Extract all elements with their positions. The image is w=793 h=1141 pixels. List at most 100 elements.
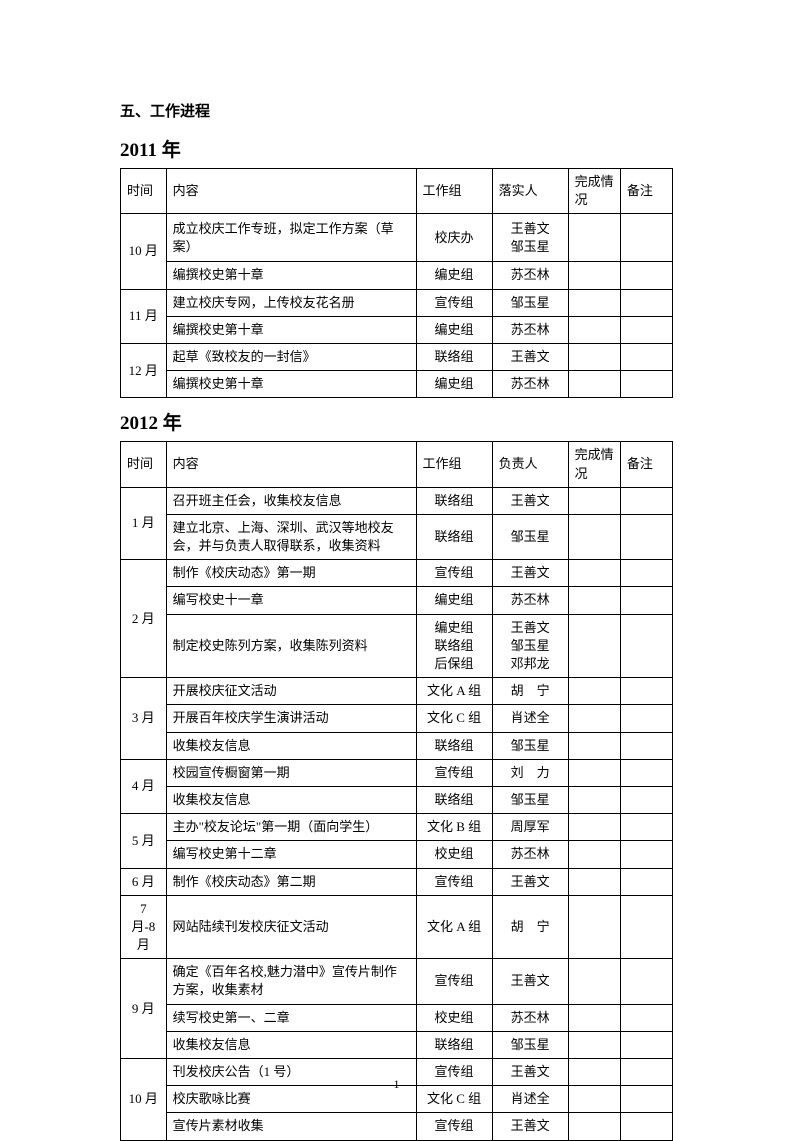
cell-note (620, 514, 672, 559)
cell-group: 编史组 (416, 371, 492, 398)
cell-group: 校史组 (416, 1004, 492, 1031)
cell-content: 宣传片素材收集 (166, 1113, 416, 1140)
cell-group: 编史组 (416, 316, 492, 343)
table-row: 编写校史第十二章校史组苏丕林 (121, 841, 673, 868)
cell-note (620, 1113, 672, 1140)
cell-group: 文化 B 组 (416, 814, 492, 841)
header-status: 完成情况 (568, 169, 620, 214)
cell-person: 王善文 (492, 1113, 568, 1140)
header-group: 工作组 (416, 442, 492, 487)
cell-content: 开展校庆征文活动 (166, 678, 416, 705)
cell-status (568, 1004, 620, 1031)
cell-time: 2 月 (121, 560, 167, 678)
table-row: 编写校史十一章编史组苏丕林 (121, 587, 673, 614)
cell-content: 续写校史第一、二章 (166, 1004, 416, 1031)
cell-person: 王善文邹玉星 (492, 214, 568, 262)
year-title-2012: 2012 年 (120, 408, 673, 435)
cell-content: 召开班主任会，收集校友信息 (166, 487, 416, 514)
cell-time: 7 月-8 月 (121, 895, 167, 959)
header-group: 工作组 (416, 169, 492, 214)
cell-person: 刘 力 (492, 759, 568, 786)
cell-content: 收集校友信息 (166, 732, 416, 759)
cell-content: 建立北京、上海、深圳、武汉等地校友会，并与负责人取得联系，收集资料 (166, 514, 416, 559)
cell-status (568, 895, 620, 959)
cell-content: 编写校史第十二章 (166, 841, 416, 868)
cell-status (568, 560, 620, 587)
cell-content: 编撰校史第十章 (166, 316, 416, 343)
table-body: 1 月召开班主任会，收集校友信息联络组王善文建立北京、上海、深圳、武汉等地校友会… (121, 487, 673, 1140)
header-person: 落实人 (492, 169, 568, 214)
cell-person: 王善文邹玉星邓邦龙 (492, 614, 568, 678)
cell-person: 王善文 (492, 487, 568, 514)
cell-group: 宣传组 (416, 289, 492, 316)
cell-note (620, 959, 672, 1004)
cell-time: 9 月 (121, 959, 167, 1059)
cell-time: 5 月 (121, 814, 167, 868)
cell-note (620, 371, 672, 398)
cell-status (568, 759, 620, 786)
cell-content: 制作《校庆动态》第二期 (166, 868, 416, 895)
cell-note (620, 1004, 672, 1031)
cell-person: 胡 宁 (492, 678, 568, 705)
cell-time: 12 月 (121, 343, 167, 397)
cell-person: 邹玉星 (492, 289, 568, 316)
header-content: 内容 (166, 442, 416, 487)
table-row: 编撰校史第十章编史组苏丕林 (121, 262, 673, 289)
cell-group: 文化 A 组 (416, 895, 492, 959)
cell-content: 校园宣传橱窗第一期 (166, 759, 416, 786)
table-row: 10 月成立校庆工作专班，拟定工作方案（草案）校庆办王善文邹玉星 (121, 214, 673, 262)
table-row: 12 月起草《致校友的一封信》联络组王善文 (121, 343, 673, 370)
cell-group: 宣传组 (416, 560, 492, 587)
cell-person: 苏丕林 (492, 587, 568, 614)
cell-content: 编撰校史第十章 (166, 262, 416, 289)
cell-group: 宣传组 (416, 759, 492, 786)
cell-time: 10 月 (121, 1059, 167, 1141)
cell-person: 肖述全 (492, 705, 568, 732)
cell-person: 苏丕林 (492, 262, 568, 289)
table-row: 编撰校史第十章编史组苏丕林 (121, 371, 673, 398)
cell-time: 6 月 (121, 868, 167, 895)
cell-person: 邹玉星 (492, 514, 568, 559)
cell-note (620, 487, 672, 514)
table-row: 收集校友信息联络组邹玉星 (121, 786, 673, 813)
header-time: 时间 (121, 442, 167, 487)
table-row: 5 月主办"校友论坛"第一期（面向学生）文化 B 组周厚军 (121, 814, 673, 841)
table-body: 10 月成立校庆工作专班，拟定工作方案（草案）校庆办王善文邹玉星编撰校史第十章编… (121, 214, 673, 398)
cell-time: 10 月 (121, 214, 167, 289)
cell-content: 编写校史十一章 (166, 587, 416, 614)
cell-content: 主办"校友论坛"第一期（面向学生） (166, 814, 416, 841)
table-row: 建立北京、上海、深圳、武汉等地校友会，并与负责人取得联系，收集资料联络组邹玉星 (121, 514, 673, 559)
section-title: 五、工作进程 (120, 100, 673, 121)
table-row: 开展百年校庆学生演讲活动文化 C 组肖述全 (121, 705, 673, 732)
cell-content: 建立校庆专网，上传校友花名册 (166, 289, 416, 316)
cell-note (620, 732, 672, 759)
header-time: 时间 (121, 169, 167, 214)
cell-status (568, 1031, 620, 1058)
cell-content: 确定《百年名校,魅力潜中》宣传片制作方案，收集素材 (166, 959, 416, 1004)
cell-note (620, 343, 672, 370)
table-row: 编撰校史第十章编史组苏丕林 (121, 316, 673, 343)
cell-time: 1 月 (121, 487, 167, 560)
cell-time: 11 月 (121, 289, 167, 343)
cell-status (568, 289, 620, 316)
table-header-row: 时间 内容 工作组 落实人 完成情况 备注 (121, 169, 673, 214)
cell-group: 校史组 (416, 841, 492, 868)
table-row: 续写校史第一、二章校史组苏丕林 (121, 1004, 673, 1031)
cell-note (620, 587, 672, 614)
cell-status (568, 732, 620, 759)
cell-status (568, 959, 620, 1004)
cell-person: 苏丕林 (492, 316, 568, 343)
cell-note (620, 841, 672, 868)
cell-note (620, 214, 672, 262)
cell-note (620, 560, 672, 587)
cell-note (620, 614, 672, 678)
cell-note (620, 814, 672, 841)
cell-note (620, 289, 672, 316)
cell-note (620, 316, 672, 343)
cell-group: 联络组 (416, 732, 492, 759)
cell-group: 文化 A 组 (416, 678, 492, 705)
cell-status (568, 705, 620, 732)
cell-group: 联络组 (416, 343, 492, 370)
header-person: 负责人 (492, 442, 568, 487)
cell-person: 王善文 (492, 560, 568, 587)
